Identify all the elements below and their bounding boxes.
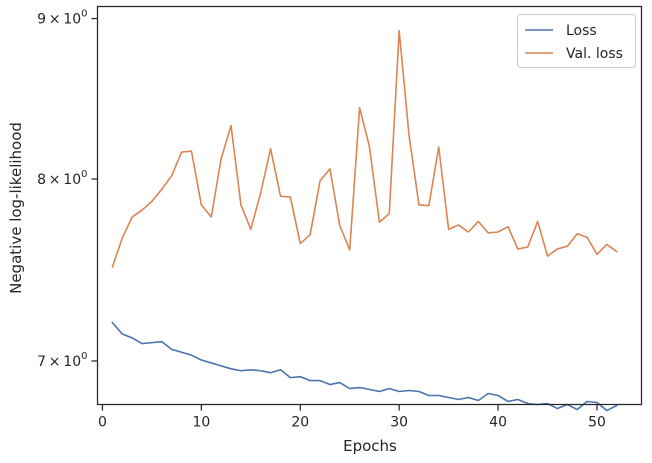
plot-lines (111, 29, 618, 412)
legend-label-val-loss: Val. loss (566, 46, 623, 62)
y-axis-ticks: 7 × 100 8 × 100 9 × 100 (37, 9, 98, 370)
y-tick-label-8: 8 × 100 (37, 169, 87, 188)
legend-label-loss: Loss (566, 23, 597, 39)
x-axis-ticks: 0 10 20 30 40 50 (98, 404, 606, 431)
x-tick-label-40: 40 (489, 415, 507, 431)
x-tick-label-30: 30 (390, 415, 408, 431)
x-axis-label: Epochs (343, 437, 397, 455)
y-axis-label: Negative log-likelihood (7, 122, 25, 294)
x-tick-label-0: 0 (98, 415, 107, 431)
x-tick-label-20: 20 (291, 415, 309, 431)
y-tick-label-9: 9 × 100 (37, 9, 87, 28)
x-tick-label-10: 10 (192, 415, 210, 431)
plot-frame (96, 5, 643, 406)
series-line-val-loss (111, 29, 618, 268)
legend-box (517, 14, 636, 68)
legend: Loss Val. loss (517, 14, 636, 68)
x-tick-label-50: 50 (588, 415, 606, 431)
series-line-loss (111, 321, 618, 412)
y-tick-label-7: 7 × 100 (37, 351, 87, 370)
